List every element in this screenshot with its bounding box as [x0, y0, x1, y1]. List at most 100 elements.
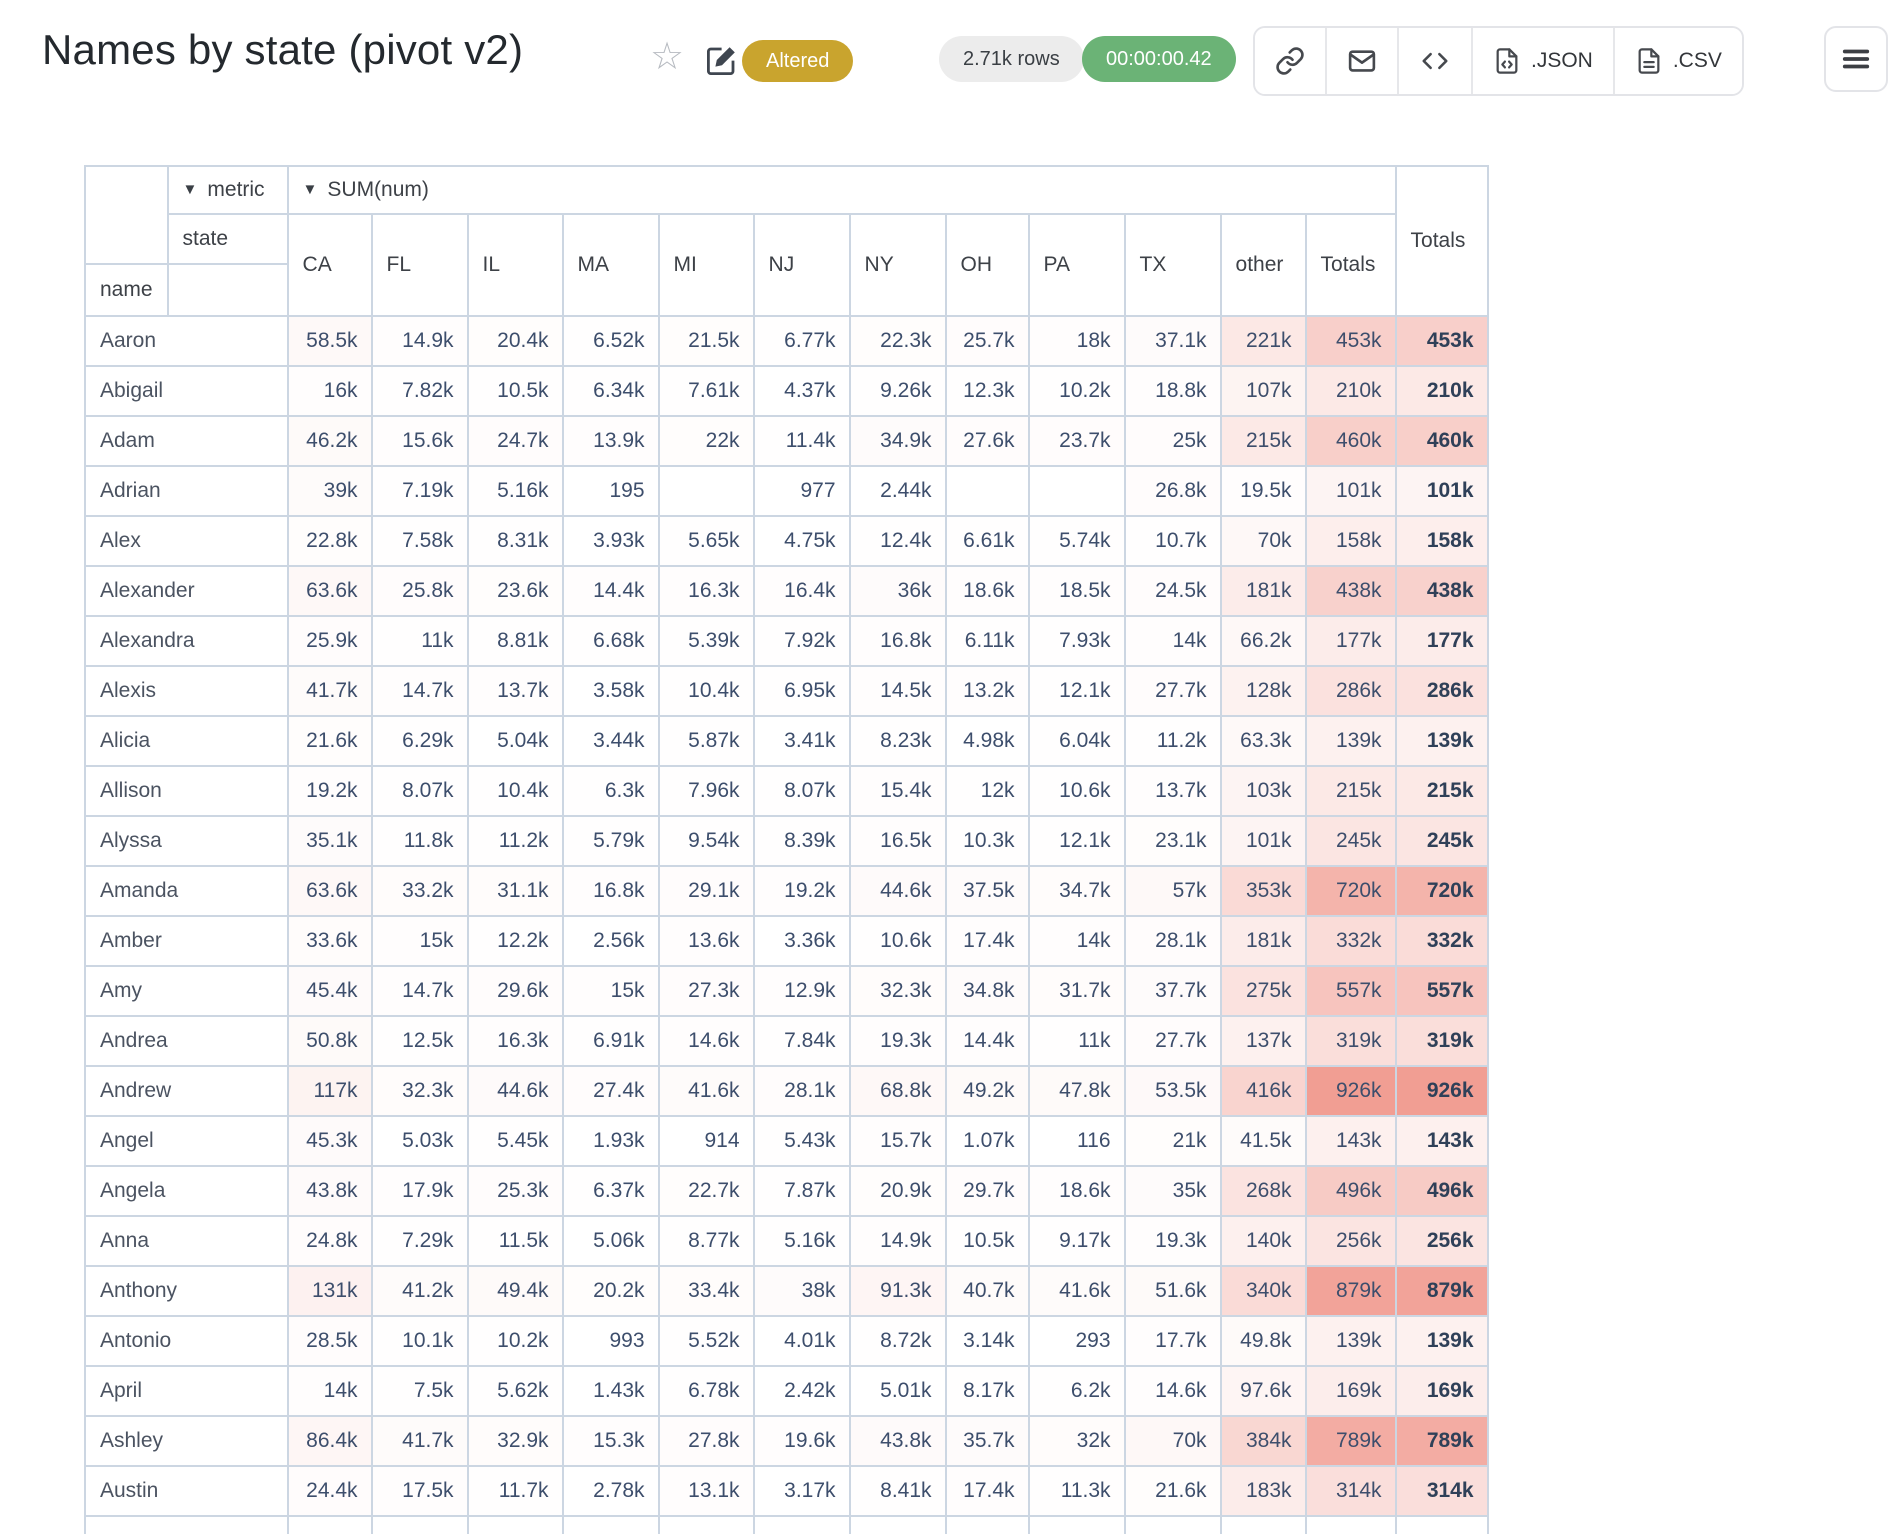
value-cell: 5.45k	[466, 1115, 564, 1167]
value-cell: 14.7k	[370, 965, 469, 1017]
menu-button[interactable]	[1824, 26, 1888, 92]
value-cell: 25.9k	[286, 615, 373, 667]
export-button-group: .JSON .CSV	[1253, 26, 1744, 96]
sum-dropdown[interactable]: ▼ SUM(num)	[286, 165, 1397, 215]
value-cell: 35.7k	[944, 1415, 1030, 1467]
value-cell: 1.93k	[561, 1115, 660, 1167]
value-cell: 8.81k	[466, 615, 564, 667]
value-cell: 6.34k	[561, 365, 660, 417]
row-name: Angel	[84, 1115, 289, 1167]
value-cell: 5.39k	[657, 615, 755, 667]
value-cell: 49.8k	[1219, 1315, 1307, 1367]
value-cell: 3.17k	[752, 1465, 851, 1517]
row-name: Andrew	[84, 1065, 289, 1117]
value-cell: 8.31k	[466, 515, 564, 567]
value-cell: 15.3k	[561, 1415, 660, 1467]
edit-title-button[interactable]	[706, 44, 738, 76]
value-cell: 353k	[1219, 865, 1307, 917]
value-cell: 16k	[286, 365, 373, 417]
table-row: Alexander 63.6k 25.8k 23.6k 14.4k 16.3k 16.4k 3…	[84, 565, 1489, 617]
value-cell: 19.3k	[848, 1015, 947, 1067]
value-cell: 15k	[370, 915, 469, 967]
value-cell: 43.8k	[848, 1415, 947, 1467]
favorite-star-icon[interactable]: ☆	[650, 36, 685, 78]
value-cell: 8.41k	[848, 1465, 947, 1517]
value-cell: 1.43k	[561, 1365, 660, 1417]
value-cell: 27.8k	[657, 1415, 755, 1467]
value-cell: 2.56k	[561, 915, 660, 967]
embed-button[interactable]	[1399, 28, 1473, 94]
value-cell: 7.19k	[370, 465, 469, 517]
value-cell: 41.6k	[657, 1065, 755, 1117]
copy-link-button[interactable]	[1255, 28, 1327, 94]
value-cell: 29.1k	[657, 865, 755, 917]
value-cell: 13.7k	[1123, 765, 1222, 817]
value-cell: 14.6k	[1123, 1365, 1222, 1417]
value-cell: 24.8k	[286, 1215, 373, 1267]
row-grand-total: 496k	[1394, 1165, 1489, 1217]
column-header-fl: FL	[370, 213, 469, 317]
download-json-button[interactable]: .JSON	[1473, 28, 1615, 94]
value-cell: 438k	[1304, 565, 1397, 617]
value-cell: 3.14k	[944, 1315, 1030, 1367]
value-cell: 13.6k	[657, 915, 755, 967]
value-cell: 47.8k	[1027, 1065, 1126, 1117]
value-cell: 27.7k	[1123, 665, 1222, 717]
value-cell: 181k	[1219, 915, 1307, 967]
value-cell: 15.4k	[848, 765, 947, 817]
row-grand-total: 460k	[1394, 415, 1489, 467]
value-cell: 2.44k	[848, 465, 947, 517]
value-cell: 23.1k	[1123, 815, 1222, 867]
table-row: Alexandra 25.9k 11k 8.81k 6.68k 5.39k 7.92k 16.…	[84, 615, 1489, 667]
row-grand-total: 139k	[1394, 1315, 1489, 1367]
value-cell: 183k	[1219, 1465, 1307, 1517]
metric-dropdown[interactable]: ▼ metric	[166, 165, 289, 215]
value-cell: 8.17k	[944, 1365, 1030, 1417]
value-cell: 18.5k	[1027, 565, 1126, 617]
value-cell: 319k	[1304, 1015, 1397, 1067]
value-cell: 7.61k	[657, 365, 755, 417]
value-cell: 19.2k	[752, 865, 851, 917]
value-cell: 12.2k	[466, 915, 564, 967]
value-cell: 101k	[1304, 465, 1397, 517]
pivot-header-row-3: name	[84, 263, 1488, 317]
value-cell: 12.9k	[752, 965, 851, 1017]
value-cell: 20.2k	[561, 1265, 660, 1317]
value-cell: 19.6k	[752, 1415, 851, 1467]
value-cell: 10.4k	[466, 765, 564, 817]
value-cell: 36k	[848, 565, 947, 617]
row-grand-total: 438k	[1394, 565, 1489, 617]
value-cell: 31.1k	[466, 865, 564, 917]
value-cell: 5.04k	[466, 715, 564, 767]
value-cell: 131k	[286, 1265, 373, 1317]
value-cell: 181k	[1219, 565, 1307, 617]
value-cell: 4.01k	[752, 1315, 851, 1367]
value-cell: 23.7k	[1027, 415, 1126, 467]
value-cell: 17.7k	[1123, 1315, 1222, 1367]
value-cell: 977	[752, 465, 851, 517]
value-cell: 11.7k	[466, 1465, 564, 1517]
row-name: Alexis	[84, 665, 289, 717]
email-button[interactable]	[1327, 28, 1399, 94]
value-cell: 91.3k	[848, 1265, 947, 1317]
table-row: Andrew 117k 32.3k 44.6k 27.4k 41.6k 28.1k 68.8k…	[84, 1065, 1489, 1117]
value-cell: 23.6k	[466, 565, 564, 617]
state-label: state	[166, 213, 289, 265]
value-cell: 5.87k	[657, 715, 755, 767]
value-cell: 50.8k	[286, 1015, 373, 1067]
link-icon	[1276, 47, 1304, 75]
value-cell: 11.5k	[466, 1215, 564, 1267]
value-cell: 5.43k	[752, 1115, 851, 1167]
value-cell: 879k	[1304, 1265, 1397, 1317]
value-cell: 13.1k	[657, 1465, 755, 1517]
value-cell: 26.8k	[1123, 465, 1222, 517]
value-cell: 453k	[1304, 315, 1397, 367]
value-cell: 22.7k	[657, 1165, 755, 1217]
value-cell: 8.39k	[752, 815, 851, 867]
value-cell: 2.42k	[752, 1365, 851, 1417]
table-row: Angel 45.3k 5.03k 5.45k 1.93k 914 5.43k 15.7k 1.…	[84, 1115, 1489, 1167]
value-cell: 19.2k	[286, 765, 373, 817]
download-csv-button[interactable]: .CSV	[1614, 28, 1742, 94]
value-cell: 17.5k	[370, 1465, 469, 1517]
value-cell: 177k	[1304, 615, 1397, 667]
